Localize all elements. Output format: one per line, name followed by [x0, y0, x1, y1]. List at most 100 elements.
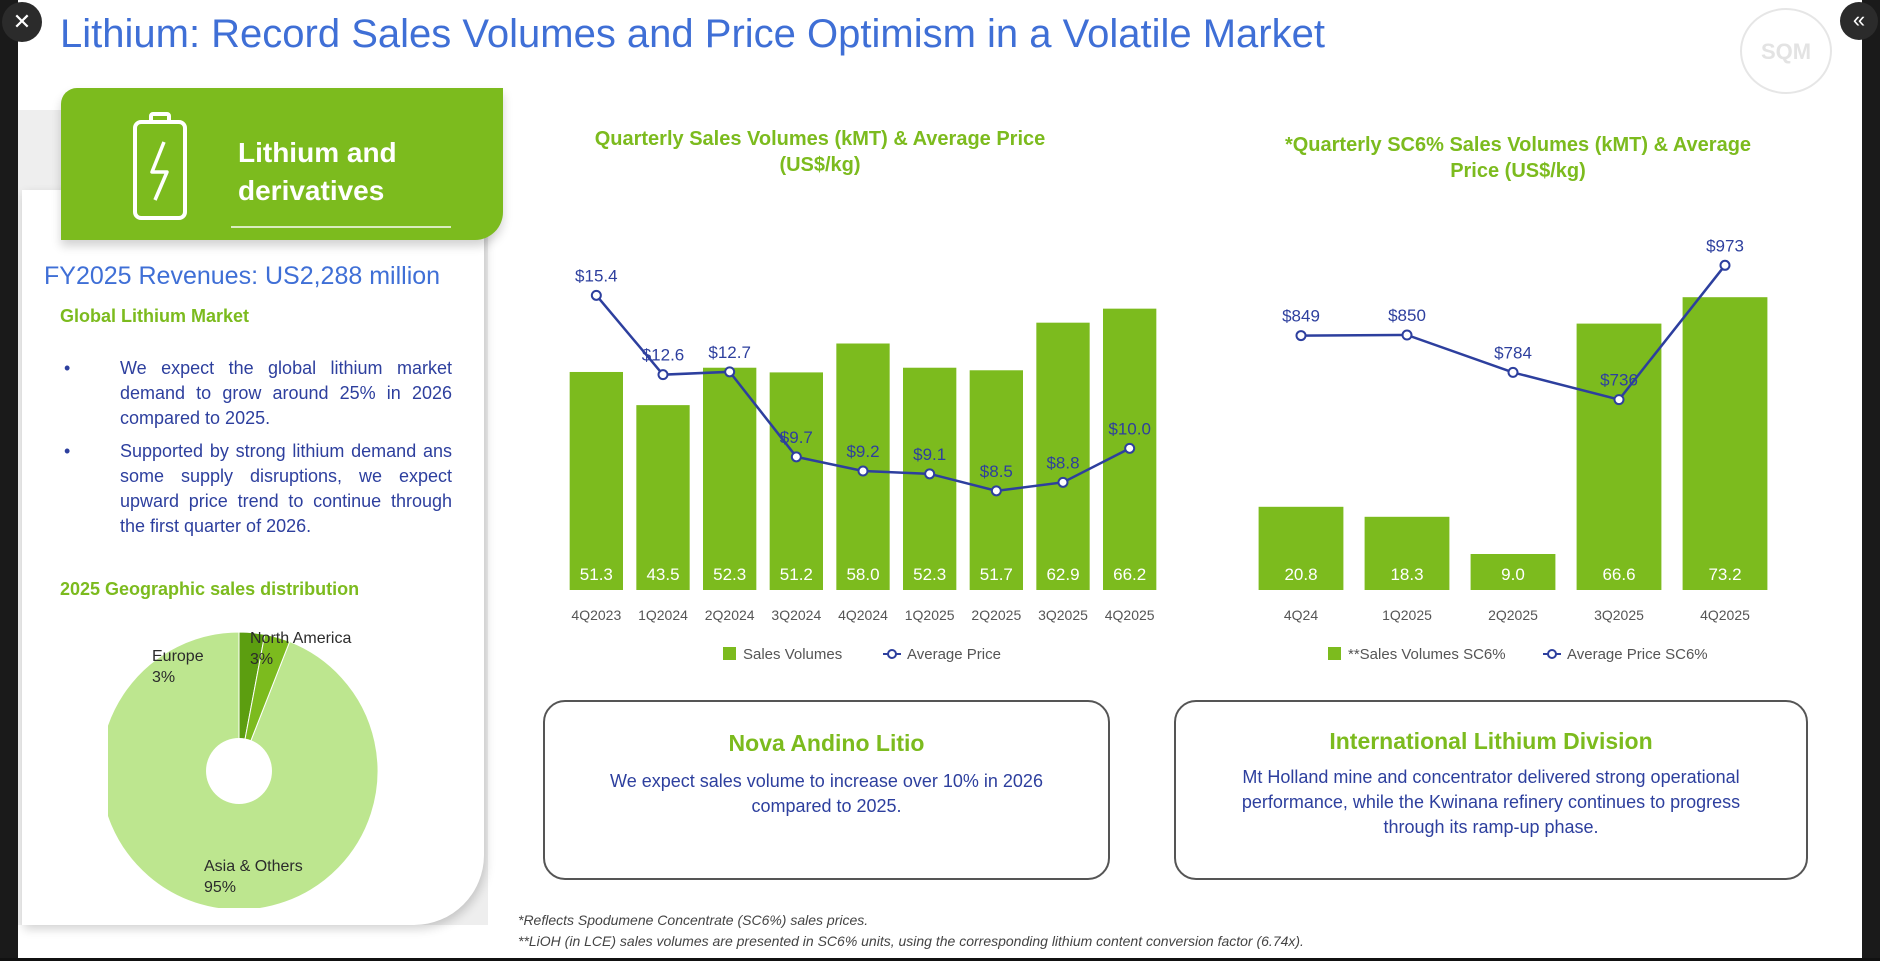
price-point — [924, 468, 936, 480]
legend-price-label: Average Price — [907, 646, 1001, 663]
chart1-title: Quarterly Sales Volumes (kMT) & Average … — [594, 128, 1046, 176]
x-tick-label: 2Q2024 — [705, 607, 755, 623]
volume-bar — [636, 405, 690, 590]
legend-price-marker — [887, 649, 897, 659]
price-label: $12.7 — [708, 343, 751, 362]
price-label: $784 — [1494, 343, 1532, 362]
pie-label-europe-pct: 3% — [152, 669, 176, 686]
x-tick-label: 3Q2024 — [771, 607, 821, 623]
header-underline — [231, 226, 451, 228]
volume-bar-label: 52.3 — [713, 565, 746, 584]
bottom-strip — [0, 958, 1880, 961]
international-lithium-text: Mt Holland mine and concentrator deliver… — [1241, 767, 1741, 837]
nova-andino-text: We expect sales volume to increase over … — [610, 771, 1043, 816]
collapse-panel-button[interactable]: « — [1840, 2, 1878, 40]
price-label: $736 — [1600, 371, 1638, 390]
price-label: $10.0 — [1108, 419, 1151, 438]
close-button[interactable]: ✕ — [2, 2, 42, 42]
legend-price-label: Average Price SC6% — [1567, 646, 1708, 663]
volume-bar-label: 18.3 — [1390, 565, 1423, 584]
bullet-item: Supported by strong lithium demand ans s… — [54, 439, 452, 539]
nova-andino-title: Nova Andino Litio — [728, 730, 925, 756]
legend-volume-swatch — [723, 647, 736, 660]
price-label: $849 — [1282, 307, 1320, 326]
x-tick-label: 1Q2025 — [1382, 607, 1432, 623]
volume-bar — [569, 371, 623, 590]
pie-label-europe: Europe 3% — [152, 646, 204, 688]
legend-volume-label: **Sales Volumes SC6% — [1348, 646, 1506, 663]
price-point — [857, 465, 869, 477]
volume-bar — [1576, 323, 1662, 590]
footnote-lioh: **LiOH (in LCE) sales volumes are presen… — [518, 933, 1304, 949]
footnote-sc6: *Reflects Spodumene Concentrate (SC6%) s… — [518, 912, 869, 928]
pie-hole — [206, 738, 272, 804]
price-label: $15.4 — [575, 266, 618, 285]
volume-bar — [969, 370, 1023, 590]
pie-label-asia: Asia & Others 95% — [204, 856, 303, 898]
pie-label-europe-name: Europe — [152, 648, 204, 665]
x-tick-label: 3Q2025 — [1038, 607, 1088, 623]
price-label: $9.1 — [913, 445, 946, 464]
price-point — [1507, 366, 1519, 378]
price-label: $12.6 — [642, 346, 685, 365]
pie-slice-north-america — [238, 633, 291, 772]
price-point — [1401, 329, 1413, 341]
page-title: Lithium: Record Sales Volumes and Price … — [60, 12, 1325, 56]
pie-label-asia-pct: 95% — [204, 879, 237, 896]
volume-bar-label: 73.2 — [1708, 565, 1741, 584]
price-point — [1057, 476, 1069, 488]
x-tick-label: 2Q2025 — [971, 607, 1021, 623]
legend-volume-label: Sales Volumes — [743, 646, 842, 663]
geo-pie-svg — [99, 631, 379, 911]
price-label: $8.8 — [1046, 453, 1079, 472]
international-lithium-title: International Lithium Division — [1329, 728, 1653, 754]
pie-label-north-america: North America 3% — [250, 628, 351, 670]
volume-bar-label: 43.5 — [646, 565, 679, 584]
price-point — [657, 369, 669, 381]
x-tick-label: 1Q2025 — [905, 607, 955, 623]
pie-label-na-pct: 3% — [250, 651, 274, 668]
volume-bar — [1682, 297, 1768, 590]
volume-bar — [1258, 506, 1344, 590]
volume-bar-label: 66.6 — [1602, 565, 1635, 584]
geo-distribution-heading: 2025 Geographic sales distribution — [60, 579, 360, 599]
price-label: $8.5 — [980, 462, 1013, 481]
volume-bar — [1036, 322, 1090, 590]
x-tick-label: 1Q2024 — [638, 607, 688, 623]
price-label: $850 — [1388, 306, 1426, 325]
x-tick-label: 2Q2025 — [1488, 607, 1538, 623]
price-label: $973 — [1706, 236, 1744, 255]
pie-label-asia-name: Asia & Others — [204, 858, 303, 875]
volume-bar-label: 66.2 — [1113, 565, 1146, 584]
outlook-bullets: We expect the global lithium market dema… — [54, 356, 452, 547]
volume-bar-label: 20.8 — [1284, 565, 1317, 584]
price-point — [790, 451, 802, 463]
price-point — [990, 485, 1002, 497]
nova-andino-box: Nova Andino Litio We expect sales volume… — [543, 700, 1110, 880]
geo-pie-chart: Europe 3% North America 3% Asia & Others 95… — [99, 628, 410, 911]
volume-bar-label: 58.0 — [846, 565, 879, 584]
volume-bar — [1364, 516, 1450, 590]
global-market-heading: Global Lithium Market — [60, 306, 250, 326]
segment-header-label: Lithium and derivatives — [238, 137, 397, 206]
legend-volume-swatch — [1328, 647, 1341, 660]
battery-bolt-icon — [133, 112, 187, 220]
price-point — [1124, 442, 1136, 454]
volume-bar-label: 51.2 — [780, 565, 813, 584]
slide: Lithium: Record Sales Volumes and Price … — [18, 0, 1862, 958]
revenue-text: FY2025 Revenues: US2,288 million — [44, 262, 441, 290]
pie-label-na-name: North America — [250, 630, 352, 647]
sc6-volume-chart: 20.8 4Q24 18.3 1Q2025 9.0 2Q2025 66.6 3Q2025 73.… — [1258, 236, 1768, 663]
price-point — [1295, 330, 1307, 342]
volume-bar-label: 51.3 — [580, 565, 613, 584]
volume-bar — [703, 367, 757, 590]
price-label: $9.7 — [780, 428, 813, 447]
international-lithium-box: International Lithium Division Mt Hollan… — [1174, 700, 1808, 880]
price-label: $9.2 — [846, 442, 879, 461]
volume-bar — [769, 372, 823, 590]
chart2-title: *Quarterly SC6% Sales Volumes (kMT) & Av… — [1284, 134, 1752, 182]
sqm-logo: SQM — [1740, 8, 1832, 94]
bullet-item: We expect the global lithium market dema… — [54, 356, 452, 431]
sales-volume-chart: 51.3 4Q2023 43.5 1Q2024 52.3 2Q2024 51.2 3Q2024… — [569, 266, 1157, 663]
x-tick-label: 4Q2024 — [838, 607, 888, 623]
